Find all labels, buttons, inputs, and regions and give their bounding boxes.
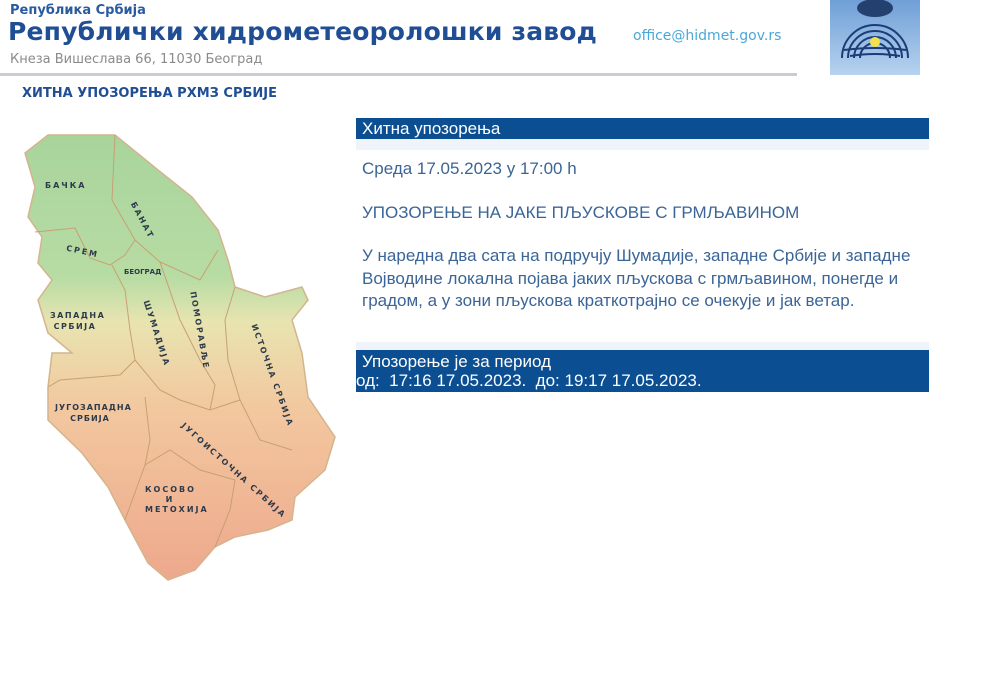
region-beograd[interactable]: БЕОГРАД [124,268,162,276]
region-jugozapadna-srbija[interactable]: ЈУГОЗАПАДНА СРБИЈА [55,403,132,423]
panel-strip-bottom [356,342,929,350]
page-subtitle: ХИТНА УПОЗОРЕЊА РХМЗ СРБИЈЕ [22,86,277,101]
region-backa[interactable]: БАЧКА [45,181,87,190]
period-label: Упозорење је за период [362,352,552,371]
rhmz-logo [830,0,920,75]
region-zapadna-srbija[interactable]: ЗАПАДНА СРБИЈА [50,311,106,331]
serbia-map: БАЧКА БАНАТ СРЕМ БЕОГРАД ЗАПАДНА СРБИЈА … [0,110,345,590]
panel-title: Хитна упозорења [356,118,929,139]
warning-text: У наредна два сата на подручју Шумадије,… [362,246,911,310]
warning-period-box: Упозорење је за период од: 17:16 17.05.2… [356,350,929,392]
warning-headline: УПОЗОРЕЊЕ НА ЈАКЕ ПЉУСКОВЕ С ГРМЉАВИНОМ [362,203,800,222]
email-link[interactable]: office@hidmet.gov.rs [633,28,782,44]
region-kosovo-metohija[interactable]: КОСОВО И МЕТОХИЈА [145,485,209,514]
header-divider [0,73,797,76]
country-label: Република Србија [10,3,146,18]
address: Кнеза Вишеслава 66, 11030 Београд [10,52,263,67]
institute-title: Републички хидрометеоролошки завод [8,17,598,46]
panel-strip [356,139,929,150]
warning-date: Среда 17.05.2023 у 17:00 h [362,159,577,178]
period-range: од: 17:16 17.05.2023. до: 19:17 17.05.20… [356,371,702,390]
